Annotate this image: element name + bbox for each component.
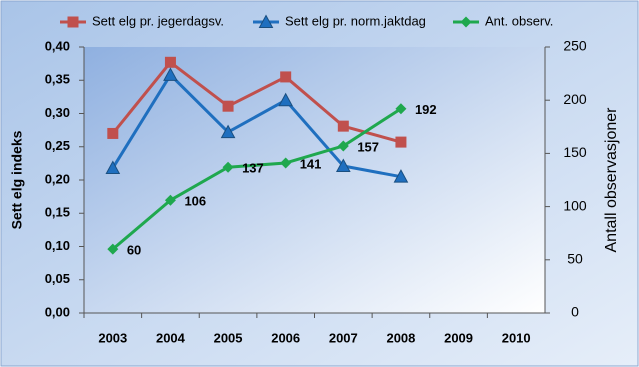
series-line	[111, 73, 402, 179]
y2-tick-label: 50	[567, 251, 583, 267]
x-tick-label: 2010	[502, 330, 531, 345]
legend-label: Sett elg pr. norm.jaktdag	[285, 13, 426, 28]
data-label: 137	[242, 161, 264, 176]
series-line	[111, 60, 402, 144]
x-tick-label: 2004	[156, 330, 186, 345]
y-axis-title: Sett elg indeks	[9, 130, 25, 229]
plot-area	[84, 47, 545, 313]
marker	[164, 56, 176, 68]
y-tick-label: 0,05	[45, 271, 70, 286]
data-label: 141	[300, 156, 322, 171]
data-label: 157	[357, 139, 379, 154]
x-tick-label: 2009	[444, 330, 473, 345]
marker	[107, 243, 119, 255]
legend-label: Sett elg pr. jegerdagsv.	[92, 13, 224, 28]
x-tick-label: 2005	[214, 330, 243, 345]
y2-tick-label: 200	[563, 91, 587, 107]
marker	[163, 67, 178, 81]
marker	[164, 194, 176, 206]
marker	[222, 100, 234, 112]
y-tick-label: 0,35	[45, 72, 70, 87]
marker	[67, 16, 79, 28]
y-tick-label: 0,00	[45, 304, 70, 319]
marker	[258, 14, 274, 28]
marker	[280, 71, 292, 83]
marker	[393, 169, 409, 183]
y-tick-label: 0,40	[45, 38, 70, 53]
data-label: 192	[415, 102, 437, 117]
data-label: 106	[184, 194, 206, 209]
y2-axis-title: Antall observasjoner	[603, 107, 620, 253]
data-label: 60	[127, 243, 141, 258]
x-tick-label: 2008	[386, 330, 415, 345]
marker	[335, 158, 351, 173]
marker	[278, 92, 294, 107]
legend-label: Ant. observ.	[485, 13, 553, 28]
marker	[222, 161, 234, 173]
marker	[337, 140, 349, 152]
marker	[395, 136, 407, 148]
marker	[220, 124, 236, 139]
x-tick-label: 2003	[98, 330, 127, 345]
y-tick-label: 0,15	[45, 205, 70, 220]
marker	[280, 157, 292, 169]
marker	[460, 16, 472, 28]
y2-tick-label: 0	[571, 304, 579, 320]
y-tick-label: 0,10	[45, 238, 70, 253]
y-tick-label: 0,20	[45, 171, 70, 186]
y-tick-label: 0,30	[45, 105, 70, 120]
y2-tick-label: 250	[563, 38, 587, 54]
y2-tick-label: 100	[563, 197, 587, 213]
series-line	[111, 107, 402, 251]
y2-tick-label: 150	[563, 144, 587, 160]
y-tick-label: 0,25	[45, 138, 70, 153]
x-tick-label: 2007	[329, 330, 358, 345]
marker	[105, 160, 121, 175]
marker	[395, 103, 407, 115]
x-tick-label: 2006	[271, 330, 300, 345]
marker	[107, 127, 119, 139]
marker	[337, 120, 349, 132]
